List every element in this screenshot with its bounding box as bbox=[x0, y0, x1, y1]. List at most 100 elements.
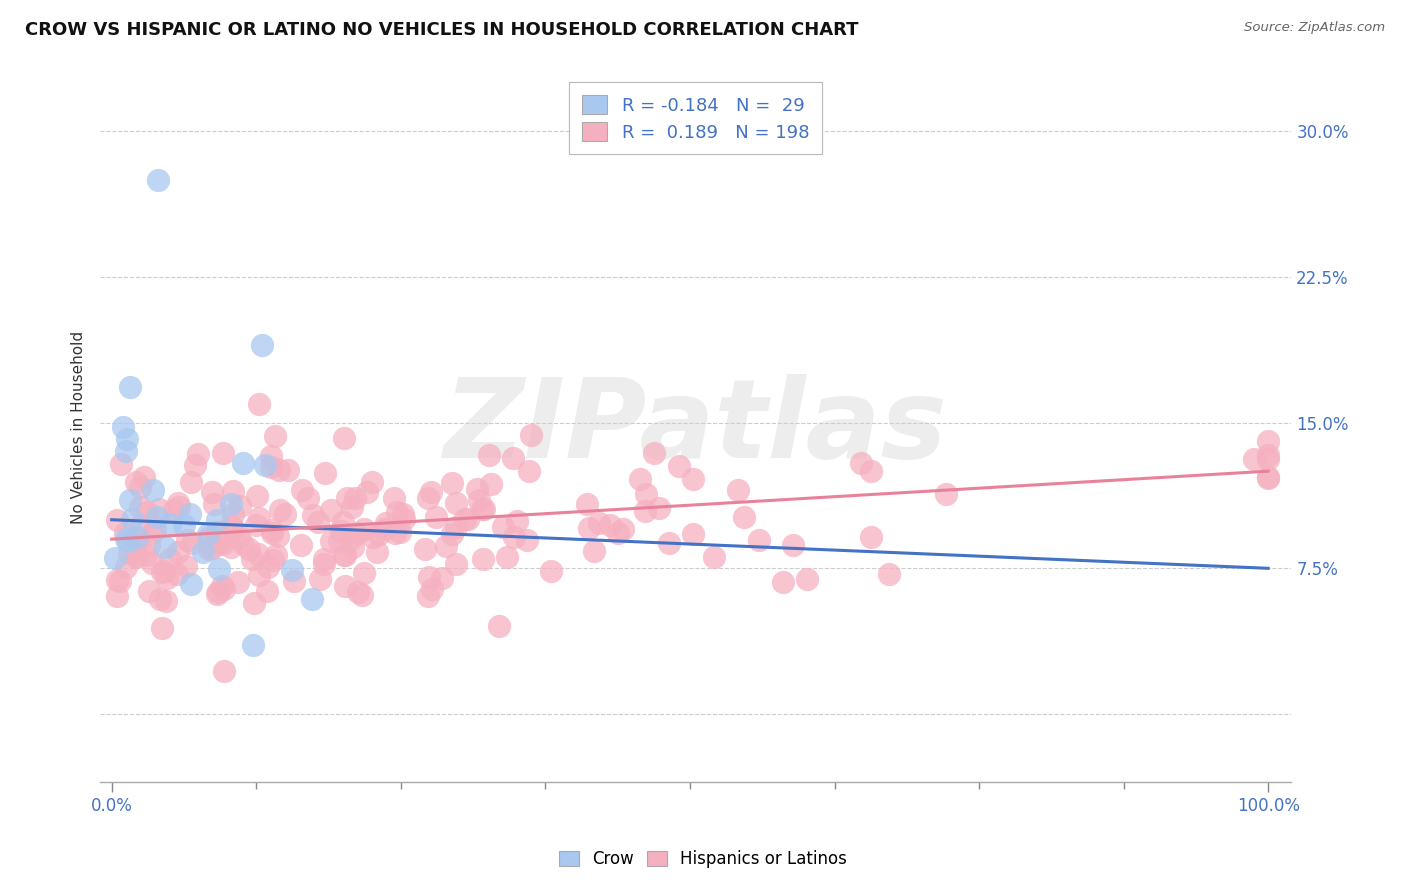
Point bbox=[129, 518, 152, 533]
Point bbox=[356, 485, 378, 500]
Point bbox=[668, 458, 690, 473]
Point bbox=[658, 536, 681, 550]
Point bbox=[384, 526, 406, 541]
Point bbox=[467, 482, 489, 496]
Point bbox=[180, 576, 202, 591]
Point bbox=[366, 545, 388, 559]
Point bbox=[340, 500, 363, 515]
Point bbox=[782, 538, 804, 552]
Point bbox=[346, 526, 368, 541]
Point bbox=[488, 618, 510, 632]
Point bbox=[682, 526, 704, 541]
Point bbox=[420, 582, 443, 596]
Point bbox=[208, 562, 231, 576]
Point bbox=[112, 420, 135, 434]
Point bbox=[117, 534, 139, 549]
Point bbox=[135, 549, 157, 563]
Text: CROW VS HISPANIC OR LATINO NO VEHICLES IN HOUSEHOLD CORRELATION CHART: CROW VS HISPANIC OR LATINO NO VEHICLES I… bbox=[25, 21, 859, 38]
Point bbox=[413, 542, 436, 557]
Point bbox=[859, 464, 882, 478]
Point bbox=[859, 531, 882, 545]
Point bbox=[253, 458, 276, 472]
Point bbox=[222, 507, 245, 521]
Point bbox=[269, 503, 291, 517]
Point bbox=[264, 548, 287, 562]
Point bbox=[301, 592, 323, 607]
Point bbox=[643, 446, 665, 460]
Point bbox=[425, 510, 447, 524]
Point bbox=[243, 596, 266, 610]
Point bbox=[143, 522, 166, 536]
Point bbox=[333, 579, 356, 593]
Point bbox=[256, 560, 278, 574]
Point bbox=[247, 547, 270, 561]
Point bbox=[1257, 471, 1279, 485]
Point bbox=[127, 533, 149, 548]
Point bbox=[682, 472, 704, 486]
Point bbox=[110, 574, 132, 588]
Point bbox=[588, 516, 610, 530]
Point bbox=[125, 532, 148, 546]
Point bbox=[124, 549, 146, 564]
Point bbox=[115, 533, 138, 547]
Point bbox=[307, 515, 329, 529]
Point bbox=[432, 572, 454, 586]
Point bbox=[274, 508, 297, 522]
Point bbox=[367, 527, 389, 541]
Point bbox=[240, 552, 263, 566]
Point bbox=[163, 503, 186, 517]
Point bbox=[302, 508, 325, 523]
Point bbox=[453, 511, 475, 525]
Point bbox=[107, 573, 129, 587]
Point bbox=[202, 497, 225, 511]
Point bbox=[219, 541, 242, 555]
Point bbox=[416, 491, 439, 506]
Point bbox=[153, 564, 176, 578]
Point bbox=[267, 463, 290, 477]
Point bbox=[628, 472, 651, 486]
Point bbox=[772, 574, 794, 589]
Point bbox=[245, 517, 267, 532]
Point bbox=[441, 476, 464, 491]
Point bbox=[256, 583, 278, 598]
Point bbox=[187, 447, 209, 461]
Point bbox=[849, 456, 872, 470]
Point bbox=[392, 512, 415, 526]
Point bbox=[141, 556, 163, 570]
Point bbox=[156, 571, 179, 585]
Point bbox=[107, 513, 129, 527]
Point bbox=[419, 484, 441, 499]
Point bbox=[332, 516, 354, 530]
Point bbox=[388, 524, 411, 539]
Point bbox=[634, 487, 657, 501]
Point bbox=[280, 562, 302, 576]
Point bbox=[150, 621, 173, 635]
Point bbox=[472, 552, 495, 566]
Text: Source: ZipAtlas.com: Source: ZipAtlas.com bbox=[1244, 21, 1385, 34]
Point bbox=[115, 443, 138, 458]
Point bbox=[174, 559, 197, 574]
Point bbox=[606, 526, 628, 541]
Point bbox=[336, 491, 359, 506]
Point bbox=[260, 450, 283, 464]
Point bbox=[138, 583, 160, 598]
Point bbox=[353, 566, 375, 580]
Point bbox=[350, 588, 373, 602]
Point bbox=[416, 589, 439, 603]
Point bbox=[214, 664, 236, 678]
Point bbox=[226, 575, 249, 590]
Point bbox=[246, 489, 269, 503]
Point bbox=[648, 501, 671, 516]
Point bbox=[312, 552, 335, 566]
Point bbox=[384, 491, 406, 505]
Point bbox=[583, 543, 606, 558]
Point bbox=[153, 540, 176, 554]
Point bbox=[260, 459, 283, 474]
Point bbox=[136, 505, 159, 519]
Point bbox=[471, 502, 494, 516]
Point bbox=[1257, 449, 1279, 463]
Point bbox=[166, 566, 188, 581]
Point bbox=[1257, 434, 1279, 449]
Point bbox=[297, 491, 319, 506]
Point bbox=[478, 448, 501, 462]
